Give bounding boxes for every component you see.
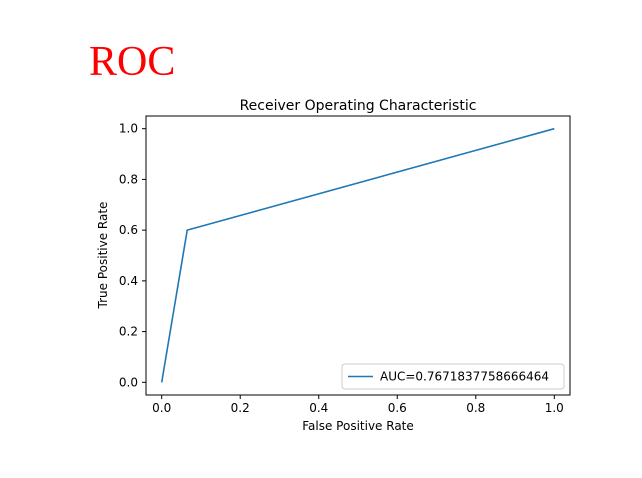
x-tick-label: 0.2 xyxy=(231,401,250,415)
plot-frame xyxy=(145,115,571,396)
y-tick-label: 0.2 xyxy=(119,325,138,339)
y-tick-label: 0.4 xyxy=(119,274,138,288)
y-tick-label: 0.6 xyxy=(119,223,138,237)
x-tick-label: 0.4 xyxy=(309,401,328,415)
chart-title: Receiver Operating Characteristic xyxy=(240,98,477,114)
legend-label: AUC=0.7671837758666464 xyxy=(380,370,549,384)
y-tick-label: 0.0 xyxy=(119,375,138,389)
roc-curve-line xyxy=(160,127,555,383)
x-axis-label: False Positive Rate xyxy=(302,419,414,433)
plot-area xyxy=(146,116,570,395)
y-tick-label: 1.0 xyxy=(119,122,138,136)
x-tick-label: 0.6 xyxy=(388,401,407,415)
x-tick-label: 0.8 xyxy=(466,401,485,415)
x-tick-label: 0.0 xyxy=(152,401,171,415)
x-tick-label: 1.0 xyxy=(545,401,564,415)
y-tick-label: 0.8 xyxy=(119,172,138,186)
legend-box xyxy=(341,363,565,390)
y-axis-label: True Positive Rate xyxy=(96,202,110,310)
page-heading: ROC xyxy=(89,39,176,85)
